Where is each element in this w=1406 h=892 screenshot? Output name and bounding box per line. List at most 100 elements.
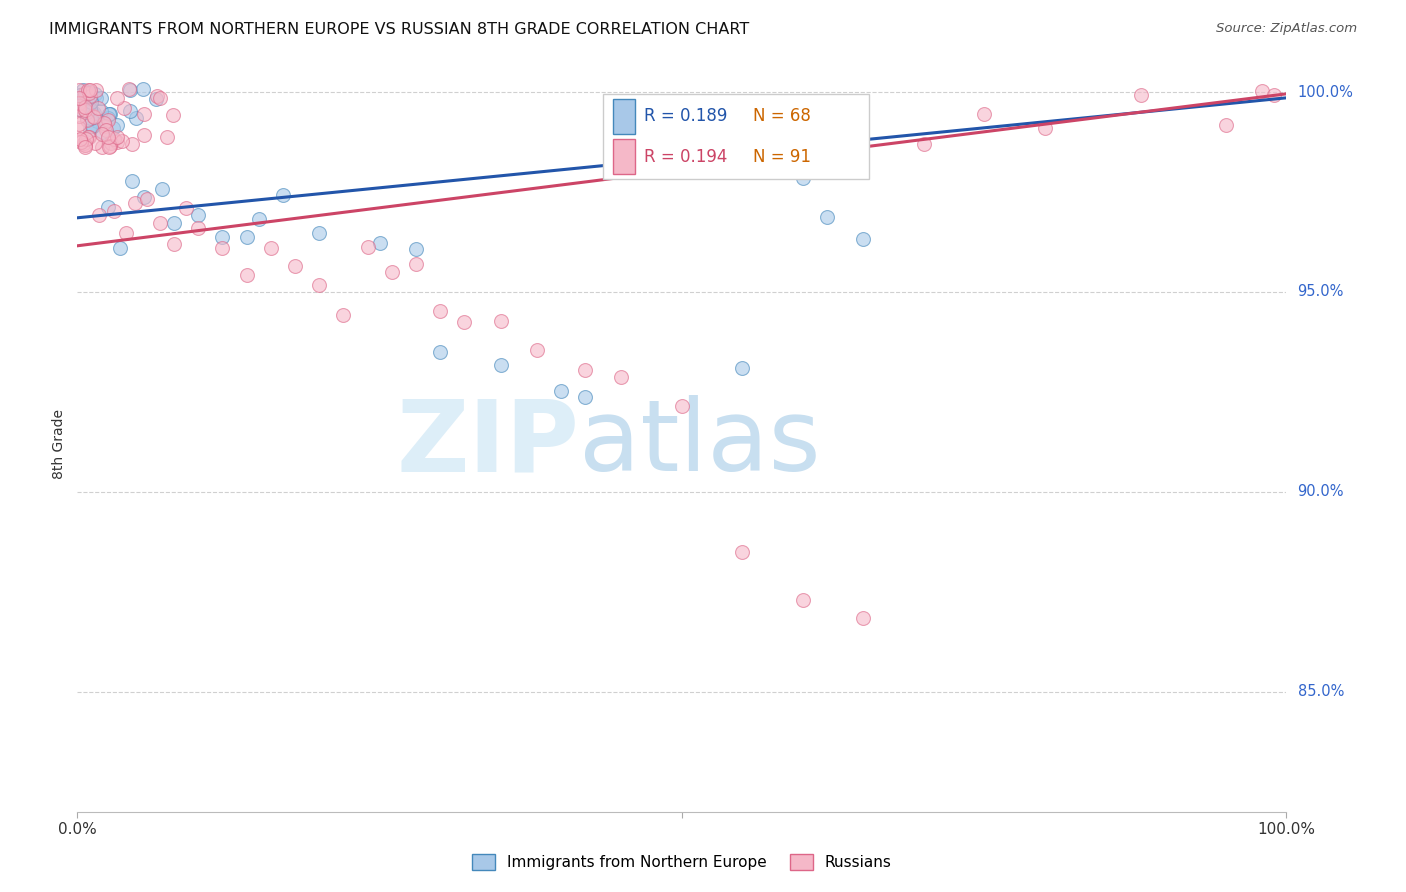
Point: [121, 136, 143, 151]
Point: [284, 259, 307, 273]
Point: [610, 370, 633, 384]
Point: [97, 139, 120, 153]
Point: [73, 94, 96, 108]
Point: [574, 390, 596, 404]
Point: [1263, 87, 1285, 102]
Text: N = 68: N = 68: [754, 107, 811, 125]
Point: [83, 136, 105, 150]
Point: [75, 105, 97, 120]
Point: [429, 303, 451, 318]
Point: [84, 83, 107, 97]
Point: [356, 239, 378, 253]
Point: [80, 111, 103, 125]
Point: [98, 106, 121, 120]
Point: [73, 86, 96, 100]
Point: [93, 116, 115, 130]
Point: [162, 108, 184, 122]
Text: 85.0%: 85.0%: [1298, 684, 1344, 699]
Point: [111, 134, 134, 148]
Text: atlas: atlas: [579, 395, 821, 492]
Point: [76, 110, 98, 124]
Point: [80, 95, 103, 109]
Point: [76, 113, 98, 128]
Point: [72, 103, 94, 118]
Point: [105, 135, 128, 149]
Point: [76, 129, 98, 144]
Point: [211, 230, 233, 244]
Point: [429, 345, 451, 359]
Point: [93, 119, 115, 133]
Point: [852, 611, 875, 625]
Point: [79, 102, 101, 116]
Point: [67, 102, 90, 116]
Point: [211, 242, 233, 256]
Point: [187, 220, 209, 235]
Point: [1033, 120, 1056, 135]
Point: [150, 182, 173, 196]
Point: [83, 87, 105, 102]
Point: [235, 268, 257, 282]
Point: [69, 87, 91, 102]
Point: [67, 109, 90, 123]
Point: [148, 216, 170, 230]
Point: [67, 83, 90, 97]
Point: [332, 308, 354, 322]
Point: [90, 104, 112, 119]
Point: [114, 226, 136, 240]
Point: [671, 400, 693, 414]
Point: [80, 119, 103, 133]
Point: [852, 232, 875, 246]
Y-axis label: 8th Grade: 8th Grade: [52, 409, 66, 479]
Point: [260, 241, 283, 255]
Point: [76, 83, 98, 97]
Point: [84, 91, 107, 105]
Point: [77, 130, 100, 145]
Point: [149, 91, 172, 105]
Point: [72, 83, 94, 97]
Point: [76, 94, 98, 108]
Point: [72, 95, 94, 109]
Point: [235, 229, 257, 244]
Point: [405, 257, 427, 271]
FancyBboxPatch shape: [603, 95, 869, 178]
Point: [118, 103, 141, 118]
Point: [97, 112, 120, 127]
Point: [67, 102, 90, 116]
Point: [79, 122, 101, 136]
Bar: [613, 139, 634, 175]
Point: [67, 99, 90, 113]
Point: [912, 137, 935, 152]
Point: [124, 112, 146, 126]
Point: [1130, 87, 1153, 102]
Text: ZIP: ZIP: [396, 395, 579, 492]
Point: [97, 130, 120, 145]
Point: [67, 96, 90, 111]
Point: [67, 132, 90, 146]
Point: [105, 91, 128, 105]
Text: 95.0%: 95.0%: [1298, 285, 1344, 300]
Point: [96, 112, 118, 126]
Point: [271, 188, 294, 202]
Legend: Immigrants from Northern Europe, Russians: Immigrants from Northern Europe, Russian…: [464, 847, 900, 878]
Point: [124, 195, 146, 210]
Point: [83, 106, 105, 120]
Point: [91, 140, 114, 154]
Text: 100.0%: 100.0%: [1298, 85, 1354, 100]
Point: [308, 278, 330, 293]
Point: [96, 200, 118, 214]
Point: [73, 137, 96, 152]
Point: [100, 136, 122, 150]
Point: [526, 343, 548, 358]
Text: Source: ZipAtlas.com: Source: ZipAtlas.com: [1216, 22, 1357, 36]
Point: [815, 211, 838, 225]
Point: [132, 128, 155, 142]
Point: [574, 362, 596, 376]
Point: [90, 90, 112, 104]
Point: [100, 139, 122, 153]
Point: [103, 132, 125, 146]
Point: [91, 125, 114, 139]
Point: [67, 99, 90, 113]
Text: 90.0%: 90.0%: [1298, 484, 1344, 500]
Point: [82, 106, 104, 120]
Point: [489, 314, 512, 328]
